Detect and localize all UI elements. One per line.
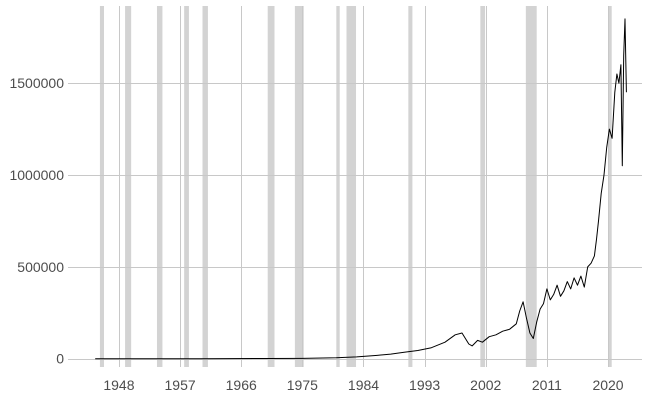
series-line-0 xyxy=(95,18,627,360)
recession-band-3 xyxy=(184,6,189,367)
recession-band-9 xyxy=(408,6,413,367)
x-tick-label: 1957 xyxy=(165,377,196,393)
recession-band-4 xyxy=(202,6,208,367)
recession-band-1 xyxy=(125,6,132,367)
recession-band-11 xyxy=(525,6,537,367)
x-tick-label: 1993 xyxy=(409,377,440,393)
recession-bands xyxy=(99,6,612,367)
y-tick-label: 0 xyxy=(56,351,64,367)
y-tick-label: 500000 xyxy=(17,259,64,275)
x-tick-label: 2020 xyxy=(592,377,623,393)
x-axis-ticks: 1948 1957 1966 1975 1984 1993 2002 2011 2020 xyxy=(103,377,623,393)
grid-lines xyxy=(68,6,642,367)
x-tick-label: 2011 xyxy=(532,377,562,393)
x-tick-label: 2002 xyxy=(470,377,501,393)
series-group xyxy=(95,18,627,360)
recession-band-2 xyxy=(156,6,163,367)
x-tick-label: 1975 xyxy=(287,377,318,393)
x-tick-label: 1966 xyxy=(226,377,257,393)
recession-band-12 xyxy=(608,6,612,367)
x-tick-label: 1948 xyxy=(103,377,134,393)
y-tick-label: 1000000 xyxy=(9,167,64,183)
recession-band-8 xyxy=(346,6,357,367)
recession-band-6 xyxy=(294,6,304,367)
recession-band-10 xyxy=(480,6,486,367)
x-tick-label: 1984 xyxy=(348,377,379,393)
y-tick-label: 1500000 xyxy=(9,75,64,91)
y-axis-ticks: 0 500000 1000000 1500000 xyxy=(9,75,64,367)
recession-band-5 xyxy=(267,6,275,367)
recession-band-7 xyxy=(336,6,340,367)
recession-band-0 xyxy=(99,6,105,367)
